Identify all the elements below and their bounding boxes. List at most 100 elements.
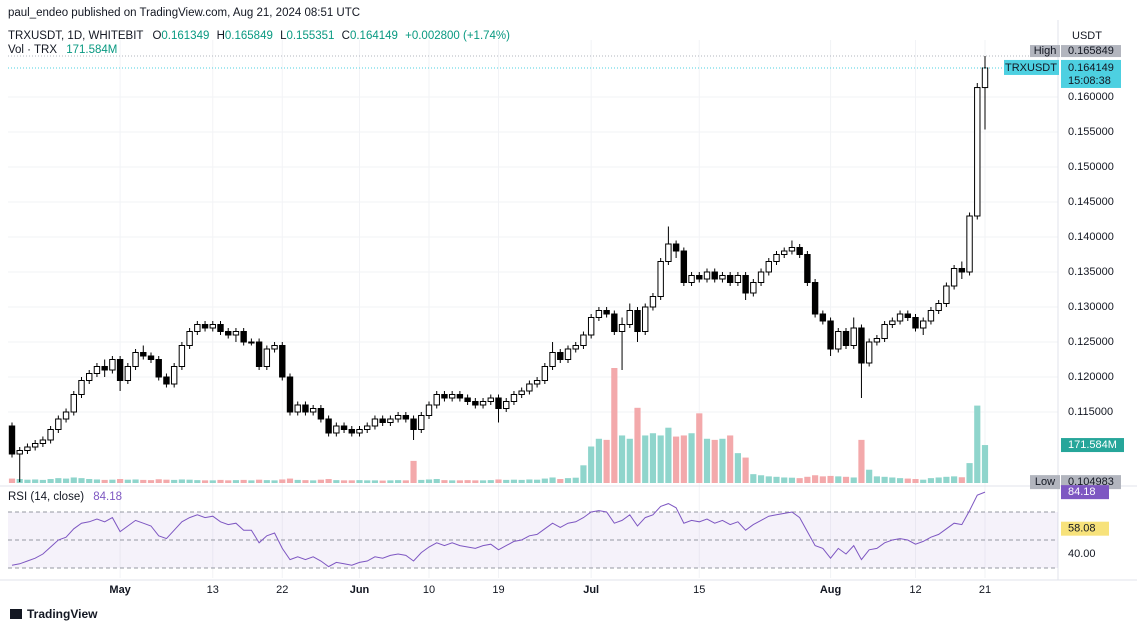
- candle-body: [8, 425, 16, 455]
- candle-body: [580, 334, 587, 346]
- y-tick-label: 0.120000: [1068, 371, 1114, 383]
- y-tick-label: 0.140000: [1068, 231, 1114, 243]
- brand-name: TradingView: [27, 607, 98, 621]
- candle-body: [271, 344, 278, 350]
- rsi-line: [11, 491, 986, 568]
- low-marker-box: [1030, 475, 1060, 490]
- rsi-ma-value: 58.08: [1068, 523, 1096, 535]
- volume-bar: [387, 480, 394, 483]
- y-tick-label: 0.125000: [1068, 336, 1114, 348]
- x-tick-label: 13: [207, 584, 219, 596]
- volume-bar: [425, 479, 433, 483]
- candle-body: [495, 397, 502, 409]
- volume-bar: [132, 479, 139, 483]
- volume-bar: [317, 479, 324, 483]
- volume-bar: [966, 463, 973, 483]
- candle-body: [387, 418, 394, 423]
- volume-bar: [742, 457, 749, 483]
- candle-body: [472, 400, 479, 406]
- candle-body: [433, 393, 440, 406]
- candle-body: [726, 274, 734, 283]
- volume-bar: [503, 479, 510, 483]
- legend-ohlc: TRXUSDT, 1D, WHITEBIT O0.161349 H0.16584…: [8, 30, 510, 42]
- candle-body: [93, 365, 101, 374]
- ticker-label: TRXUSDT: [1005, 62, 1057, 74]
- candle-body: [109, 358, 116, 371]
- candle-body: [348, 428, 355, 434]
- volume-bar: [534, 479, 541, 483]
- x-tick-label: Jul: [583, 584, 599, 596]
- volume-bar: [696, 413, 703, 483]
- x-tick-label: Jun: [350, 584, 370, 596]
- volume-bar: [866, 469, 873, 483]
- candle-body: [804, 254, 811, 283]
- volume-bar: [348, 480, 355, 483]
- candle-body: [70, 393, 77, 413]
- x-tick-label: Aug: [820, 584, 841, 596]
- volume-bar: [943, 476, 950, 483]
- candle-body: [194, 323, 201, 332]
- volume-bar: [78, 478, 85, 483]
- volume-bar: [603, 439, 610, 483]
- candle-body: [418, 414, 425, 430]
- volume-bar: [788, 477, 796, 483]
- candle-body: [943, 285, 950, 304]
- candle-body: [811, 281, 819, 315]
- y-tick-label: 0.160000: [1068, 91, 1114, 103]
- candle-body: [657, 261, 664, 297]
- c-label: C: [342, 30, 350, 42]
- candle-body: [78, 379, 85, 395]
- volume-bar: [70, 477, 77, 483]
- x-tick-label: 10: [423, 584, 435, 596]
- volume-bar: [217, 479, 224, 483]
- volume-bar: [510, 479, 518, 483]
- candle-body: [549, 351, 556, 367]
- candle-body: [981, 67, 989, 89]
- byline: paul_endeo published on TradingView.com,…: [8, 7, 360, 19]
- candle-body: [479, 400, 487, 406]
- volume-bar: [951, 476, 958, 483]
- x-tick-label: May: [109, 584, 131, 596]
- volume-bar: [32, 479, 39, 483]
- candle-body: [865, 341, 873, 364]
- candle-body: [935, 302, 942, 311]
- overlay: 0.115000 0.120000 0.125000 0.130000 0.135000…: [109, 45, 1124, 596]
- candle-body: [618, 323, 626, 332]
- candle-body: [255, 341, 263, 367]
- high-value: 0.165849: [1068, 45, 1114, 57]
- candle-body: [225, 330, 232, 336]
- volume-bar: [124, 479, 131, 483]
- volume-bar: [927, 478, 935, 483]
- rsi-axis-value: 84.18: [1068, 486, 1096, 498]
- candle-body: [541, 365, 549, 381]
- l-value: 0.155351: [286, 30, 334, 42]
- volume-bar: [325, 479, 332, 483]
- candle-body: [86, 372, 93, 381]
- candle-body: [557, 351, 564, 360]
- volume-bar: [595, 438, 602, 483]
- candle-body: [626, 309, 633, 325]
- volume-bar: [155, 479, 162, 483]
- candle-body: [178, 344, 186, 367]
- volume-bar: [757, 475, 765, 483]
- candle-body: [170, 365, 178, 385]
- volume-bar: [580, 465, 587, 483]
- volume-bar: [873, 476, 880, 483]
- volume-bar: [850, 477, 857, 483]
- legend-volume: Vol · TRX 171.584M: [8, 44, 117, 56]
- candle-body: [757, 271, 765, 283]
- candle-body: [665, 243, 672, 262]
- volume-bar: [649, 433, 657, 483]
- volume-bar: [657, 435, 664, 483]
- candle-body: [742, 274, 749, 294]
- candle-body: [364, 425, 371, 430]
- candle-body: [966, 215, 973, 273]
- volume-bar: [263, 480, 270, 483]
- volume-value: 171.584M: [66, 44, 117, 56]
- candle-body: [881, 323, 888, 339]
- candle-body: [425, 404, 433, 416]
- candle-body: [788, 247, 796, 252]
- low-value: 0.104983: [1068, 476, 1114, 488]
- candle-body: [533, 379, 541, 385]
- l-label: L: [280, 30, 287, 42]
